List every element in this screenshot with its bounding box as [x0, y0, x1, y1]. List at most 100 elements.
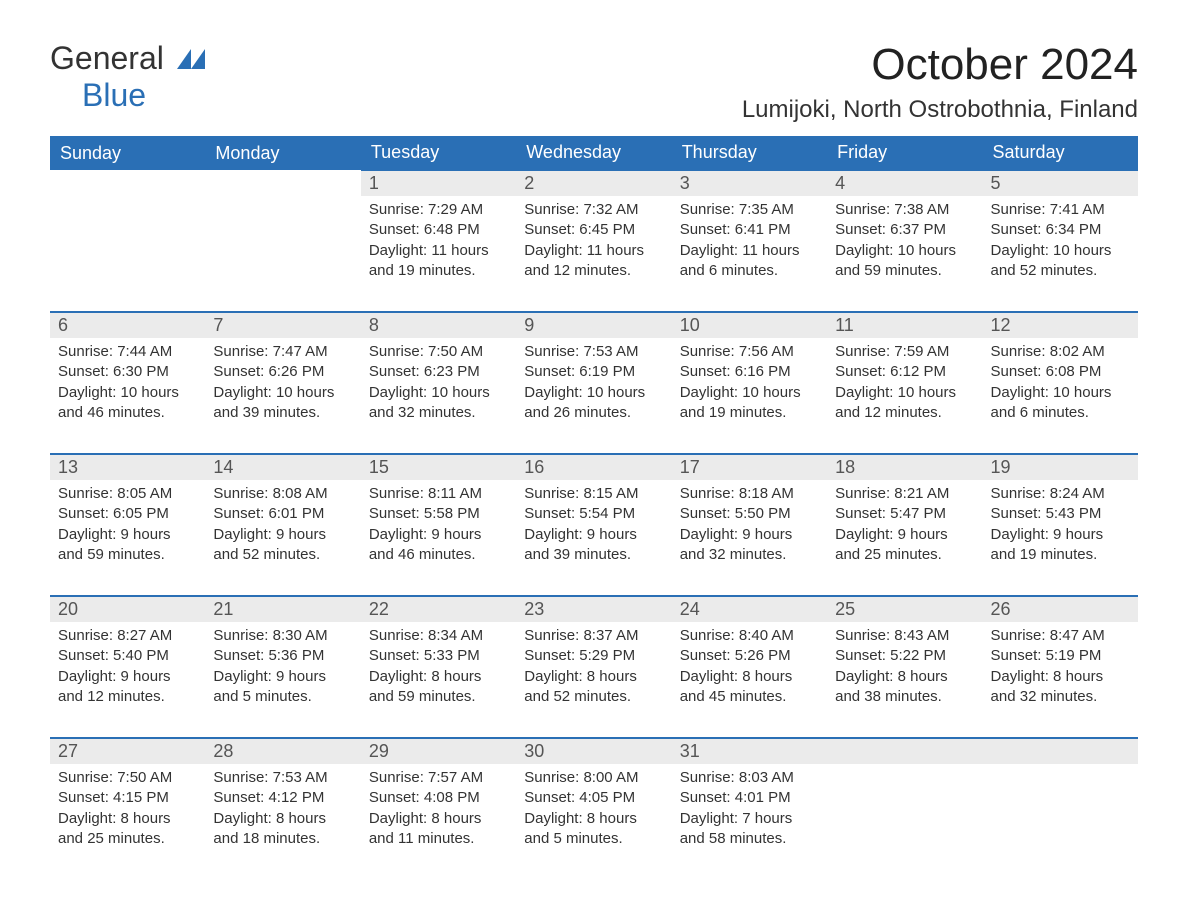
- daylight-line: Daylight: 7 hours: [680, 809, 819, 829]
- sunset-line: Sunset: 4:01 PM: [680, 788, 819, 808]
- day-header: Tuesday: [361, 136, 516, 170]
- day-number-cell: 7: [205, 312, 360, 338]
- day-number-cell: [50, 170, 205, 196]
- sunset-line: Sunset: 6:37 PM: [835, 220, 974, 240]
- day-detail-cell: [827, 764, 982, 879]
- day-number-cell: 28: [205, 738, 360, 764]
- day-number-cell: 30: [516, 738, 671, 764]
- day-header: Thursday: [672, 136, 827, 170]
- day-number-cell: 23: [516, 596, 671, 622]
- daylight-line: Daylight: 8 hours: [680, 667, 819, 687]
- sunrise-line: Sunrise: 8:47 AM: [991, 626, 1130, 646]
- daylight-line: and 19 minutes.: [991, 545, 1130, 565]
- sunrise-line: Sunrise: 7:29 AM: [369, 200, 508, 220]
- sunrise-line: Sunrise: 8:03 AM: [680, 768, 819, 788]
- sunset-line: Sunset: 6:01 PM: [213, 504, 352, 524]
- sunset-line: Sunset: 5:33 PM: [369, 646, 508, 666]
- sunset-line: Sunset: 5:26 PM: [680, 646, 819, 666]
- sunrise-line: Sunrise: 7:41 AM: [991, 200, 1130, 220]
- flag-icon: [177, 40, 205, 76]
- daylight-line: Daylight: 11 hours: [524, 241, 663, 261]
- sunrise-line: Sunrise: 8:30 AM: [213, 626, 352, 646]
- daylight-line: Daylight: 8 hours: [524, 809, 663, 829]
- day-detail-cell: Sunrise: 8:08 AMSunset: 6:01 PMDaylight:…: [205, 480, 360, 596]
- daylight-line: and 26 minutes.: [524, 403, 663, 423]
- daylight-line: and 11 minutes.: [369, 829, 508, 849]
- week-detail-row: Sunrise: 7:50 AMSunset: 4:15 PMDaylight:…: [50, 764, 1138, 879]
- sunrise-line: Sunrise: 8:18 AM: [680, 484, 819, 504]
- daylight-line: Daylight: 9 hours: [213, 667, 352, 687]
- daylight-line: and 52 minutes.: [524, 687, 663, 707]
- day-number-cell: 1: [361, 170, 516, 196]
- day-number-cell: 21: [205, 596, 360, 622]
- daylight-line: and 5 minutes.: [213, 687, 352, 707]
- daylight-line: and 52 minutes.: [213, 545, 352, 565]
- month-title: October 2024: [742, 40, 1138, 90]
- sunset-line: Sunset: 5:54 PM: [524, 504, 663, 524]
- daylight-line: and 6 minutes.: [680, 261, 819, 281]
- day-number-cell: 6: [50, 312, 205, 338]
- daylight-line: and 6 minutes.: [991, 403, 1130, 423]
- sunrise-line: Sunrise: 7:56 AM: [680, 342, 819, 362]
- sunset-line: Sunset: 5:43 PM: [991, 504, 1130, 524]
- daylight-line: Daylight: 8 hours: [213, 809, 352, 829]
- daylight-line: and 12 minutes.: [58, 687, 197, 707]
- daylight-line: Daylight: 10 hours: [213, 383, 352, 403]
- day-detail-cell: [983, 764, 1138, 879]
- sunrise-line: Sunrise: 7:57 AM: [369, 768, 508, 788]
- brand-logo: General Blue: [50, 40, 205, 114]
- sunset-line: Sunset: 5:36 PM: [213, 646, 352, 666]
- daylight-line: Daylight: 10 hours: [369, 383, 508, 403]
- daylight-line: and 59 minutes.: [835, 261, 974, 281]
- daylight-line: Daylight: 8 hours: [524, 667, 663, 687]
- daylight-line: and 32 minutes.: [991, 687, 1130, 707]
- daylight-line: Daylight: 9 hours: [369, 525, 508, 545]
- sunrise-line: Sunrise: 7:32 AM: [524, 200, 663, 220]
- day-detail-cell: Sunrise: 8:37 AMSunset: 5:29 PMDaylight:…: [516, 622, 671, 738]
- daylight-line: and 52 minutes.: [991, 261, 1130, 281]
- sunrise-line: Sunrise: 8:27 AM: [58, 626, 197, 646]
- day-number-cell: 4: [827, 170, 982, 196]
- sunrise-line: Sunrise: 8:11 AM: [369, 484, 508, 504]
- day-detail-cell: Sunrise: 7:53 AMSunset: 6:19 PMDaylight:…: [516, 338, 671, 454]
- sunset-line: Sunset: 5:29 PM: [524, 646, 663, 666]
- title-block: October 2024 Lumijoki, North Ostrobothni…: [742, 40, 1138, 124]
- day-number-cell: [827, 738, 982, 764]
- daylight-line: and 38 minutes.: [835, 687, 974, 707]
- day-number-cell: 14: [205, 454, 360, 480]
- daylight-line: and 12 minutes.: [835, 403, 974, 423]
- sunset-line: Sunset: 6:30 PM: [58, 362, 197, 382]
- day-detail-cell: Sunrise: 8:43 AMSunset: 5:22 PMDaylight:…: [827, 622, 982, 738]
- sunrise-line: Sunrise: 7:59 AM: [835, 342, 974, 362]
- week-daynum-row: 20212223242526: [50, 596, 1138, 622]
- daylight-line: Daylight: 8 hours: [991, 667, 1130, 687]
- daylight-line: and 45 minutes.: [680, 687, 819, 707]
- daylight-line: and 32 minutes.: [680, 545, 819, 565]
- day-detail-cell: Sunrise: 7:38 AMSunset: 6:37 PMDaylight:…: [827, 196, 982, 312]
- daylight-line: and 5 minutes.: [524, 829, 663, 849]
- daylight-line: and 19 minutes.: [369, 261, 508, 281]
- day-detail-cell: Sunrise: 8:34 AMSunset: 5:33 PMDaylight:…: [361, 622, 516, 738]
- daylight-line: Daylight: 8 hours: [58, 809, 197, 829]
- day-number-cell: 12: [983, 312, 1138, 338]
- day-number-cell: 25: [827, 596, 982, 622]
- daylight-line: and 25 minutes.: [58, 829, 197, 849]
- day-number-cell: [205, 170, 360, 196]
- daylight-line: Daylight: 9 hours: [835, 525, 974, 545]
- sunset-line: Sunset: 6:08 PM: [991, 362, 1130, 382]
- day-number-cell: 13: [50, 454, 205, 480]
- day-detail-cell: Sunrise: 7:59 AMSunset: 6:12 PMDaylight:…: [827, 338, 982, 454]
- daylight-line: Daylight: 9 hours: [58, 667, 197, 687]
- daylight-line: Daylight: 8 hours: [835, 667, 974, 687]
- daylight-line: and 59 minutes.: [58, 545, 197, 565]
- day-detail-cell: Sunrise: 8:18 AMSunset: 5:50 PMDaylight:…: [672, 480, 827, 596]
- sunrise-line: Sunrise: 7:38 AM: [835, 200, 974, 220]
- day-detail-cell: Sunrise: 7:50 AMSunset: 6:23 PMDaylight:…: [361, 338, 516, 454]
- location-subtitle: Lumijoki, North Ostrobothnia, Finland: [742, 96, 1138, 124]
- day-detail-cell: [50, 196, 205, 312]
- daylight-line: and 39 minutes.: [524, 545, 663, 565]
- daylight-line: Daylight: 10 hours: [991, 241, 1130, 261]
- daylight-line: Daylight: 9 hours: [680, 525, 819, 545]
- sunset-line: Sunset: 6:19 PM: [524, 362, 663, 382]
- day-number-cell: 17: [672, 454, 827, 480]
